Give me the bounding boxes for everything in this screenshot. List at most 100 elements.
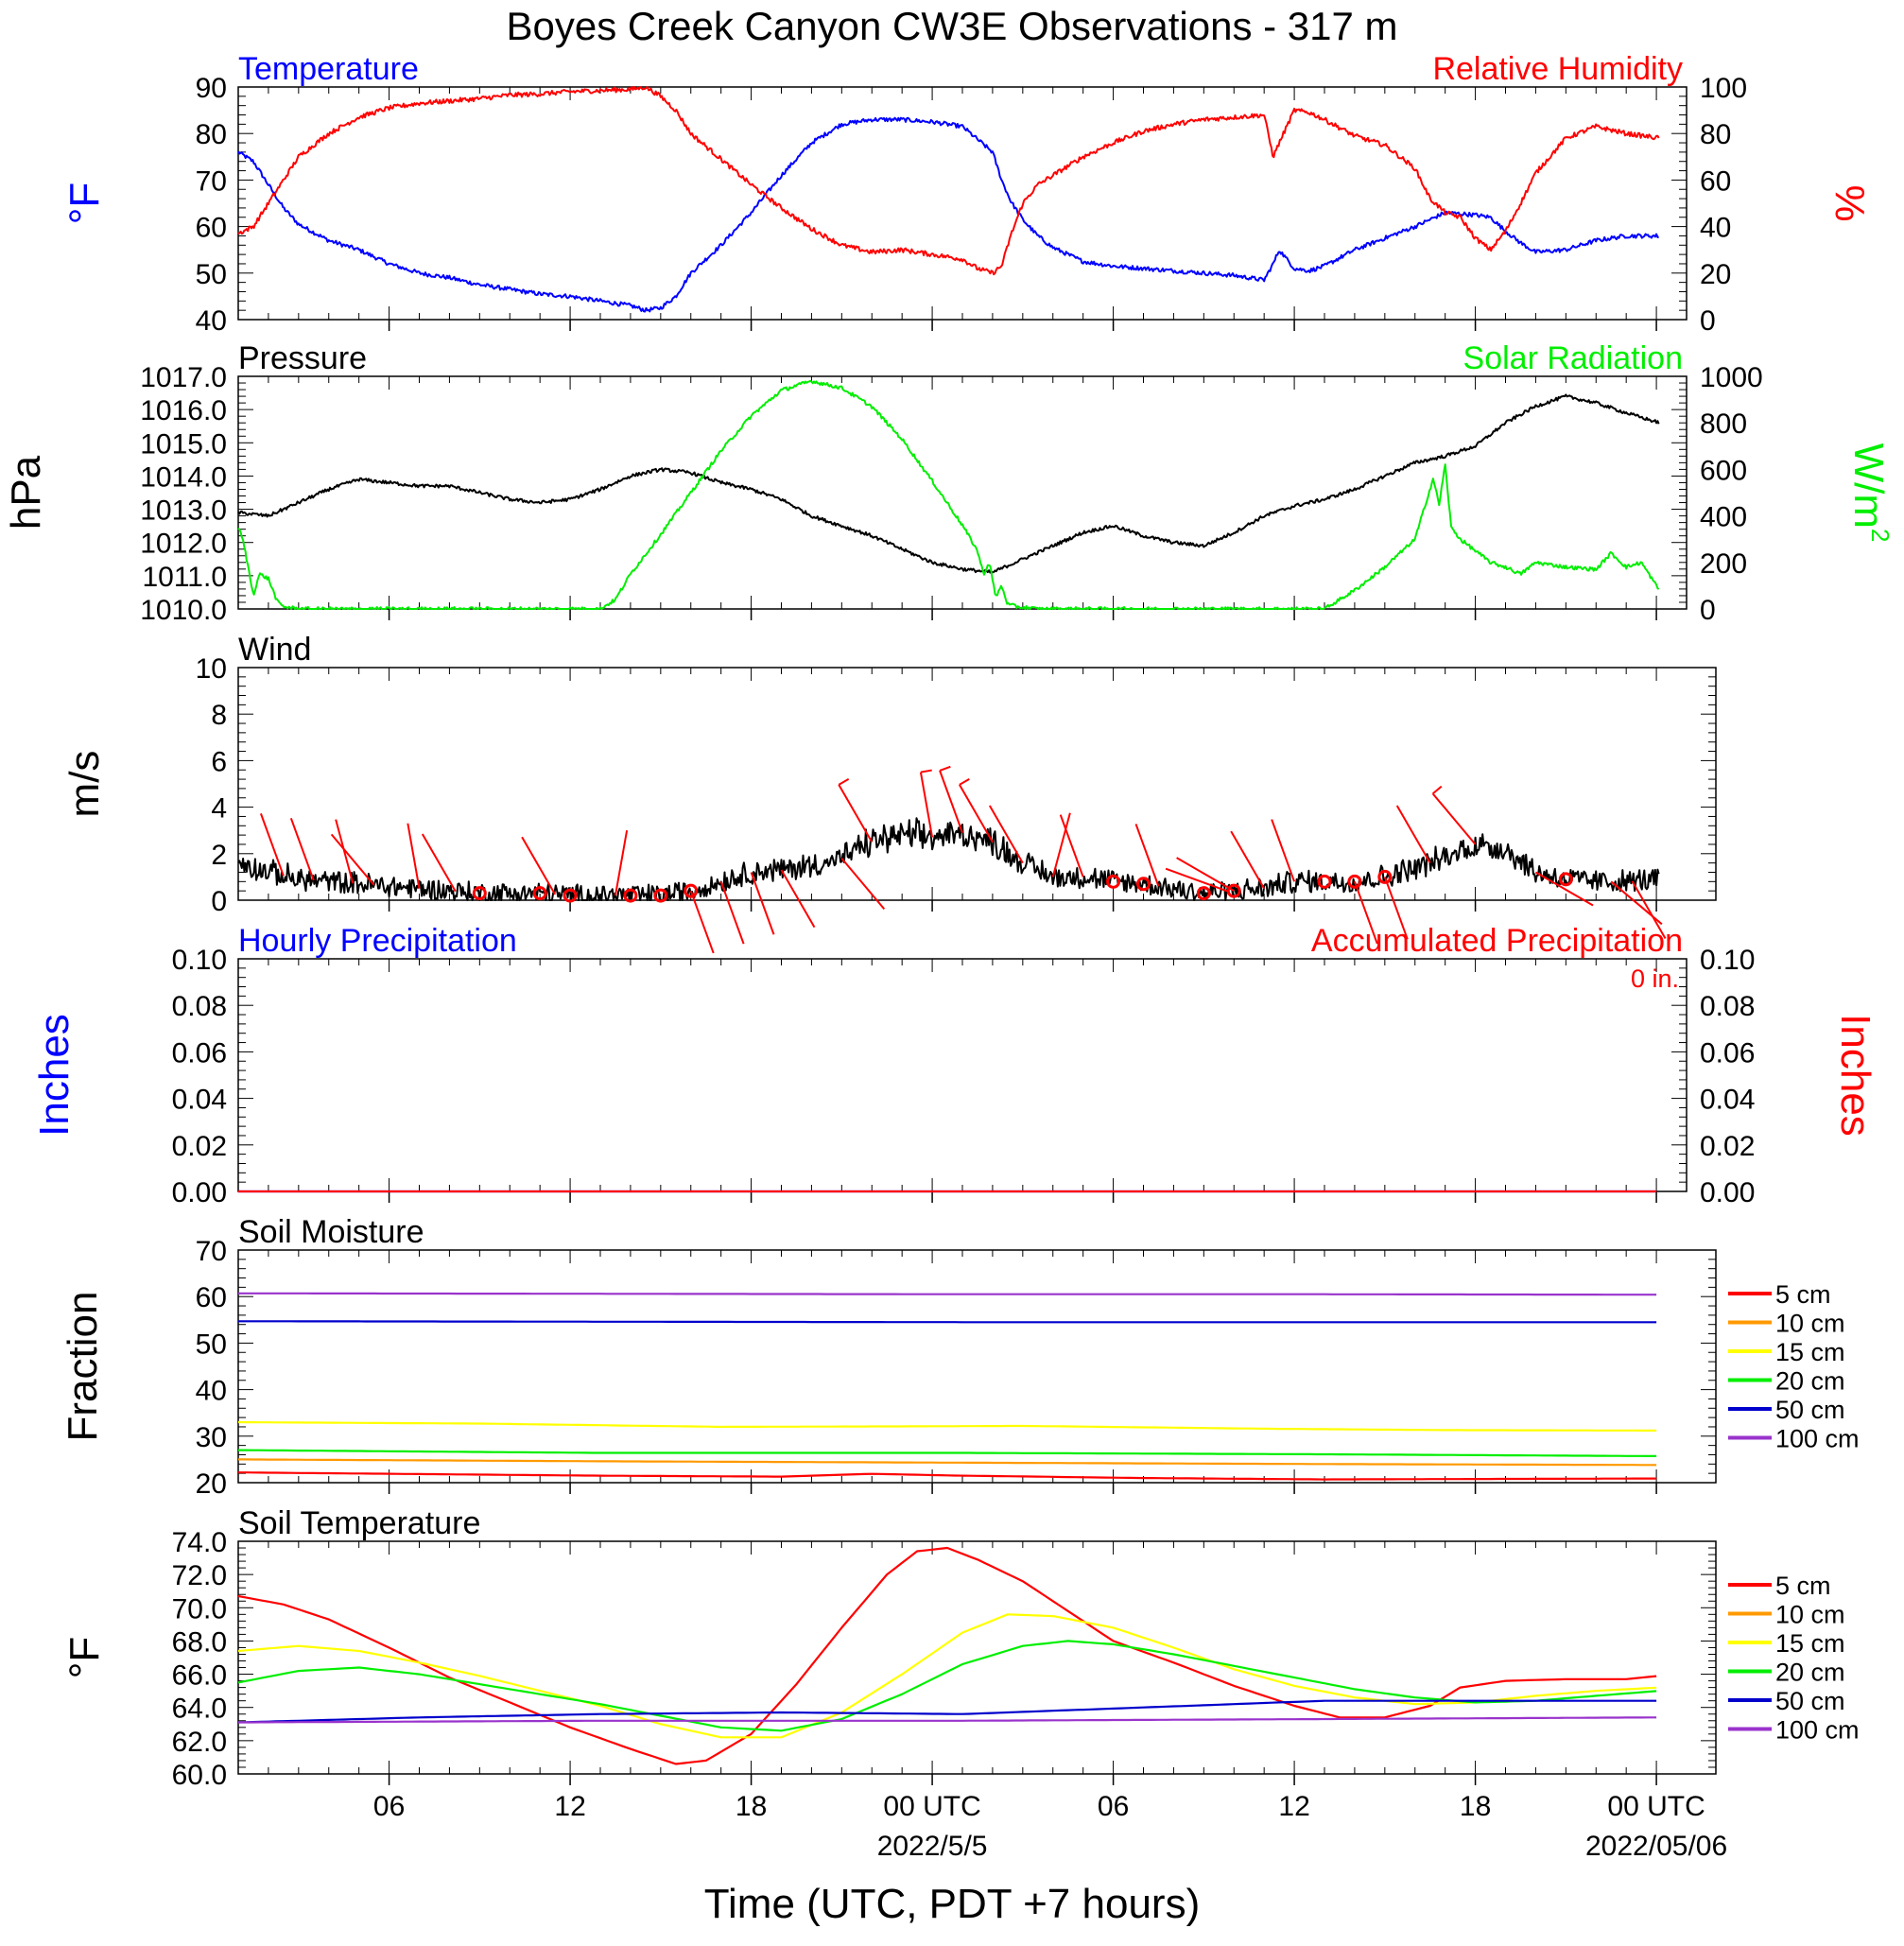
wind-barb xyxy=(1534,871,1594,907)
y-tick-label-left: 1017.0 xyxy=(140,362,227,393)
wind-barb xyxy=(780,869,816,929)
y-tick-label-right: 0.10 xyxy=(1700,945,1755,976)
calm-wind-circle xyxy=(1226,883,1241,898)
series-solar-radiation xyxy=(237,379,1660,610)
y-tick-label-right: 200 xyxy=(1700,548,1747,580)
y-tick-label-left: 70 xyxy=(196,165,227,197)
y-tick-label-left: 50 xyxy=(196,1329,227,1360)
wind-barb xyxy=(1059,814,1084,877)
y-tick-label-left: 1011.0 xyxy=(142,562,227,593)
series-5-cm xyxy=(238,1471,1657,1481)
calm-wind-circle xyxy=(1347,874,1362,889)
series-15-cm xyxy=(237,1420,1657,1432)
series-20-cm xyxy=(238,1449,1657,1457)
x-tick-label: 06 xyxy=(373,1791,405,1822)
wind-barb xyxy=(919,772,934,838)
wind-barb xyxy=(840,858,886,910)
calm-wind-circle xyxy=(623,888,638,903)
series-50-cm xyxy=(238,1320,1657,1324)
y-tick-label-right: 0 xyxy=(1700,595,1716,626)
wind-barb xyxy=(521,836,556,895)
panel-frame xyxy=(237,86,1688,321)
panel-title-left: Soil Temperature xyxy=(238,1505,480,1541)
series-wind xyxy=(237,817,1660,901)
legend-label: 10 cm xyxy=(1775,1601,1845,1629)
panel-precipitation: 0.00 0.02 0.04 0.06 0.08 0.10 0.00 0.02 0.04 0.06… xyxy=(31,923,1878,1208)
y-tick-label-left: 2 xyxy=(211,840,227,871)
panel-frame xyxy=(237,958,1688,1192)
y-axis-label-left: Fraction xyxy=(60,1292,106,1442)
wind-barb xyxy=(1134,824,1160,887)
legend-label: 5 cm xyxy=(1775,1572,1831,1600)
y-tick-label-left: 4 xyxy=(211,793,227,825)
y-tick-label-left: 68.0 xyxy=(172,1626,227,1658)
wind-barb xyxy=(289,817,315,881)
y-tick-label-right: 80 xyxy=(1700,119,1731,150)
wind-barb xyxy=(939,770,963,834)
y-tick-label-left: 40 xyxy=(196,305,227,337)
x-date-label: 2022/05/06 xyxy=(1585,1831,1727,1862)
calm-wind-circle xyxy=(1377,869,1393,884)
panel-frame xyxy=(237,1540,1717,1775)
calm-wind-circle xyxy=(1558,872,1573,887)
y-tick-label-left: 60 xyxy=(196,213,227,244)
panel-title-left: Soil Moisture xyxy=(238,1214,424,1250)
y-tick-label-left: 20 xyxy=(196,1468,227,1500)
y-tick-label-left: 72.0 xyxy=(172,1560,227,1591)
y-tick-label-left: 1016.0 xyxy=(140,395,227,426)
series-pressure xyxy=(237,393,1660,574)
wind-barb xyxy=(988,805,1024,864)
panel-temperature-humidity: 40 50 60 70 80 90 0 20 40 60 80 100 Temperature Relat… xyxy=(61,51,1873,337)
wind-barb xyxy=(959,784,994,843)
y-tick-label-right: 0.02 xyxy=(1700,1131,1755,1162)
x-tick-label: 18 xyxy=(1460,1791,1491,1822)
calm-wind-circle xyxy=(532,886,547,901)
y-tick-label-left: 66.0 xyxy=(172,1660,227,1692)
y-axis-label-right: % xyxy=(1826,184,1873,221)
y-axis-label-right-superscript: 2 xyxy=(1866,529,1895,542)
y-tick-label-left: 1014.0 xyxy=(140,461,227,493)
x-date-label: 2022/5/5 xyxy=(877,1831,988,1862)
y-tick-label-right: 60 xyxy=(1700,165,1731,197)
x-tick-label: 18 xyxy=(736,1791,767,1822)
calm-wind-circle xyxy=(472,886,487,901)
wind-barb xyxy=(1176,857,1235,893)
y-tick-label-left: 1015.0 xyxy=(140,428,227,460)
y-tick-label-left: 50 xyxy=(196,259,227,290)
y-tick-label-left: 0.06 xyxy=(172,1037,227,1069)
accumulated-precip-total: 0 in. xyxy=(1631,964,1679,993)
series-relative-humidity xyxy=(237,86,1660,276)
wind-barb xyxy=(1051,812,1071,877)
x-axis-label: Time (UTC, PDT +7 hours) xyxy=(704,1881,1200,1927)
wind-barb xyxy=(1631,880,1667,939)
y-tick-label-right: 40 xyxy=(1700,213,1731,244)
series-5-cm xyxy=(237,1546,1657,1765)
wind-barb xyxy=(407,823,421,889)
series-temperature xyxy=(237,116,1659,313)
y-tick-label-left: 60.0 xyxy=(172,1760,227,1791)
wind-barb xyxy=(1165,867,1229,893)
legend-label: 50 cm xyxy=(1775,1396,1845,1424)
y-tick-label-left: 1013.0 xyxy=(140,495,227,527)
y-tick-label-left: 90 xyxy=(196,73,227,104)
series-10-cm xyxy=(238,1458,1657,1467)
wind-barb-flag xyxy=(959,778,970,786)
y-axis-label-left: hPa xyxy=(3,455,49,530)
legend-label: 10 cm xyxy=(1775,1310,1845,1338)
y-tick-label-left: 30 xyxy=(196,1422,227,1453)
legend-label: 20 cm xyxy=(1775,1659,1845,1687)
wind-barb xyxy=(1431,792,1477,845)
y-tick-label-left: 6 xyxy=(211,746,227,777)
wind-barb xyxy=(335,819,355,884)
y-tick-label-left: 74.0 xyxy=(172,1527,227,1558)
wind-barb xyxy=(750,872,775,935)
y-tick-label-right: 0.06 xyxy=(1700,1037,1755,1069)
wind-barb xyxy=(719,880,745,945)
x-axis: 06 12 18 00 UTC 06 12 18 00 UTC 2022/5/5 2022/05/… xyxy=(373,1791,1727,1862)
legend-label: 20 cm xyxy=(1775,1367,1845,1396)
legend-label: 50 cm xyxy=(1775,1687,1845,1715)
legend-label: 100 cm xyxy=(1775,1425,1860,1453)
panel-wind: 0 2 4 6 8 10 Wind m/s xyxy=(61,632,1717,954)
y-axis-label-right: Inches xyxy=(1832,1014,1878,1137)
